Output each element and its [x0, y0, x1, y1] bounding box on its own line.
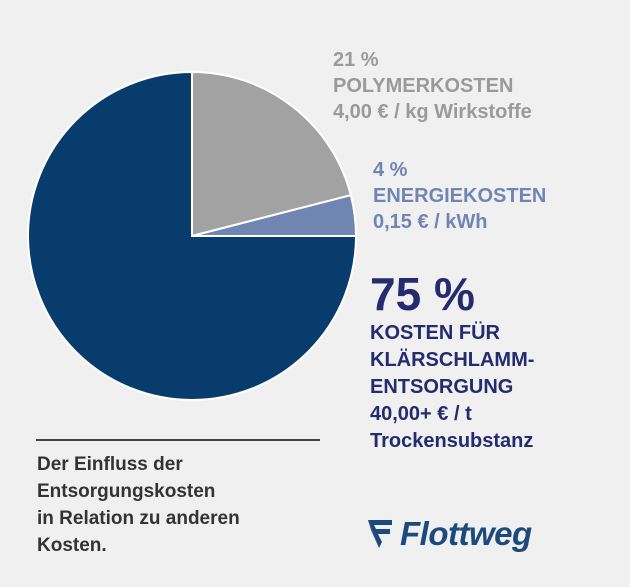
label-polymer-detail: 4,00 € / kg Wirkstoffe	[333, 101, 532, 123]
caption-divider	[36, 439, 320, 441]
label-energy-pct: 4 %	[373, 159, 408, 181]
label-sludge-detail-line2: Trockensubstanz	[370, 430, 534, 452]
label-polymer-name: POLYMERKOSTEN	[333, 75, 514, 97]
pie-slice-sludge	[27, 70, 358, 401]
label-sludge-pct: 75 %	[370, 268, 475, 320]
label-sludge-detail-line1: 40,00+ € / t	[370, 403, 472, 425]
label-polymer: 21 % POLYMERKOSTEN 4,00 € / kg Wirkstoff…	[333, 47, 532, 125]
label-sludge-name-line2: KLÄRSCHLAMM-	[370, 349, 535, 371]
pie-slice-polymer	[191, 70, 353, 238]
label-sludge: 75 % KOSTEN FÜR KLÄRSCHLAMM- ENTSORGUNG …	[370, 268, 534, 455]
label-sludge-name-line1: KOSTEN FÜR	[370, 322, 500, 344]
label-sludge-name-line3: ENTSORGUNG	[370, 376, 514, 398]
flottweg-logo: Flottweg	[366, 514, 576, 554]
label-polymer-pct: 21 %	[333, 49, 379, 71]
label-energy-name: ENERGIEKOSTEN	[373, 185, 547, 207]
flottweg-logo-text: Flottweg	[400, 515, 532, 552]
flottweg-logo-mark	[368, 520, 392, 548]
label-energy: 4 % ENERGIEKOSTEN 0,15 € / kWh	[373, 157, 546, 235]
label-energy-detail: 0,15 € / kWh	[373, 211, 488, 233]
caption-text: Der Einfluss der Entsorgungskosten in Re…	[37, 454, 240, 556]
